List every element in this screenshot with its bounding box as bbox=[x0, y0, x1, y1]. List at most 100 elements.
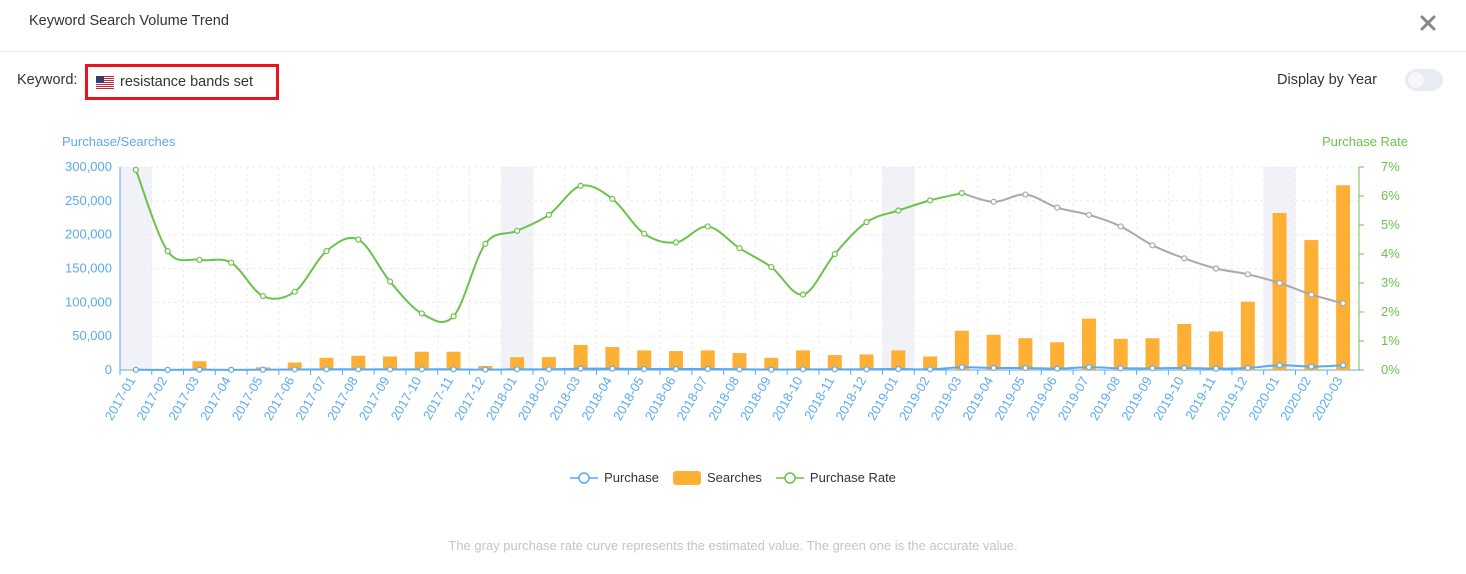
purchase-point bbox=[482, 366, 489, 373]
purchase-point bbox=[196, 366, 203, 373]
right-tick-label: 5% bbox=[1381, 217, 1400, 232]
searches-bar bbox=[986, 334, 1001, 370]
close-icon[interactable] bbox=[1417, 12, 1439, 34]
purchase-point bbox=[799, 366, 807, 373]
searches-bar bbox=[446, 351, 461, 370]
purchase-rate-point bbox=[863, 218, 870, 226]
purchase-rate-point bbox=[1276, 279, 1283, 287]
keyword-value-box: resistance bands set bbox=[85, 64, 279, 100]
searches-bar bbox=[700, 350, 715, 370]
purchase-point bbox=[704, 365, 711, 373]
purchase-point bbox=[863, 366, 870, 373]
searches-bar bbox=[1336, 185, 1351, 370]
x-tick-label: 2020-03 bbox=[1309, 374, 1346, 423]
searches-bar bbox=[1018, 338, 1033, 370]
legend-purchase-rate[interactable]: Purchase Rate bbox=[775, 470, 896, 485]
purchase-point bbox=[291, 366, 298, 373]
left-axis-title: Purchase/Searches bbox=[62, 134, 176, 149]
right-tick-label: 4% bbox=[1381, 246, 1400, 261]
searches-bar bbox=[796, 350, 811, 370]
searches-bar bbox=[383, 356, 398, 370]
searches-bar bbox=[1240, 301, 1255, 370]
purchase-rate-point bbox=[1149, 242, 1156, 249]
purchase-rate-point bbox=[514, 227, 521, 234]
dialog-title: Keyword Search Volume Trend bbox=[29, 13, 229, 29]
purchase-rate-point bbox=[196, 256, 203, 263]
left-tick-label: 300,000 bbox=[65, 159, 112, 174]
right-tick-label: 0% bbox=[1381, 362, 1400, 377]
searches-bar bbox=[605, 346, 620, 370]
left-tick-label: 250,000 bbox=[65, 193, 112, 208]
purchase-point bbox=[672, 365, 680, 373]
searches-bar bbox=[732, 353, 747, 370]
left-tick-label: 0 bbox=[105, 362, 112, 377]
purchase-point bbox=[577, 365, 584, 372]
searches-bar bbox=[573, 344, 588, 370]
purchase-point bbox=[831, 366, 838, 373]
left-tick-label: 100,000 bbox=[65, 294, 112, 309]
purchase-rate-point bbox=[259, 292, 267, 300]
purchase-rate-point bbox=[990, 198, 997, 205]
purchase-point bbox=[418, 366, 425, 373]
display-by-year-toggle[interactable] bbox=[1405, 69, 1443, 91]
purchase-point bbox=[1212, 365, 1220, 372]
purchase-rate-point bbox=[895, 207, 902, 214]
purchase-point bbox=[450, 366, 457, 373]
searches-bar bbox=[668, 351, 683, 370]
purchase-point bbox=[609, 365, 616, 372]
purchase-legend-icon bbox=[570, 471, 599, 484]
purchase-rate-point bbox=[927, 197, 934, 204]
purchase-rate-point bbox=[1085, 211, 1093, 218]
purchase-point bbox=[927, 366, 934, 373]
purchase-point bbox=[641, 365, 648, 373]
purchase-rate-point bbox=[641, 230, 648, 237]
searches-legend-icon bbox=[673, 470, 701, 485]
right-tick-label: 2% bbox=[1381, 304, 1400, 319]
purchase-rate-point bbox=[831, 250, 838, 258]
x-tick-label: 2019-10 bbox=[1150, 374, 1187, 423]
purchase-rate-point bbox=[1181, 255, 1188, 262]
searches-bar bbox=[1050, 342, 1065, 370]
purchase-point bbox=[514, 366, 521, 373]
purchase-rate-point bbox=[450, 313, 457, 320]
searches-bar bbox=[764, 357, 779, 370]
purchase-point bbox=[1149, 365, 1156, 372]
right-tick-label: 7% bbox=[1381, 159, 1400, 174]
legend-purchase[interactable]: Purchase bbox=[570, 470, 659, 485]
purchase-rate-point bbox=[545, 211, 552, 218]
searches-bar bbox=[859, 354, 874, 370]
legend-searches[interactable]: Searches bbox=[673, 470, 762, 485]
searches-bar bbox=[351, 355, 366, 370]
us-flag-icon bbox=[96, 75, 114, 89]
keyword-label: Keyword: bbox=[17, 72, 78, 88]
purchase-point bbox=[990, 364, 997, 372]
searches-bar bbox=[541, 357, 556, 370]
purchase-point bbox=[1244, 364, 1251, 372]
purchase-rate-accurate-line bbox=[134, 169, 963, 324]
searches-bar bbox=[891, 350, 906, 370]
purchase-point bbox=[768, 366, 775, 373]
purchase-rate-point bbox=[291, 288, 298, 295]
searches-bar bbox=[637, 350, 652, 370]
purchase-rate-point bbox=[577, 182, 584, 189]
searches-bar bbox=[1145, 338, 1160, 370]
legend-searches-label: Searches bbox=[707, 470, 762, 485]
left-tick-label: 200,000 bbox=[65, 227, 112, 242]
legend-purchase-label: Purchase bbox=[604, 470, 659, 485]
purchase-rate-point bbox=[323, 247, 330, 255]
purchase-rate-point bbox=[1340, 300, 1347, 307]
purchase-rate-point bbox=[704, 223, 711, 230]
purchase-rate-point bbox=[386, 278, 394, 285]
purchase-point bbox=[323, 366, 330, 373]
highlight-band-2 bbox=[882, 167, 915, 370]
trend-chart: 0 50,000 100,000 150,000 200,000 250,000 300,0… bbox=[62, 134, 1408, 423]
purchase-rate-point bbox=[672, 239, 680, 246]
searches-bar bbox=[1272, 213, 1287, 370]
right-axis-title: Purchase Rate bbox=[1322, 134, 1408, 149]
searches-bar bbox=[1177, 323, 1192, 370]
purchase-point bbox=[1117, 365, 1124, 372]
purchase-point bbox=[1022, 364, 1029, 372]
searches-bar bbox=[1081, 318, 1096, 370]
x-tick-label: 2018-10 bbox=[769, 374, 806, 423]
searches-bar bbox=[414, 351, 429, 370]
